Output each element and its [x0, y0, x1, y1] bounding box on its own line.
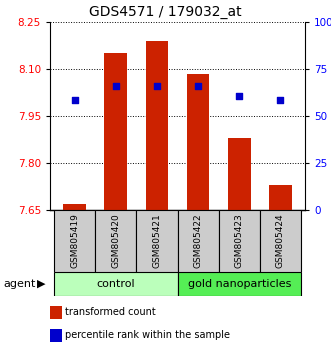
Bar: [95, 210, 136, 272]
Point: [154, 84, 160, 89]
Bar: [228, 138, 251, 210]
Text: GSM805424: GSM805424: [276, 214, 285, 268]
Point: [195, 84, 201, 89]
Text: ▶: ▶: [37, 279, 45, 289]
Point: [278, 97, 283, 103]
Text: GDS4571 / 179032_at: GDS4571 / 179032_at: [89, 5, 242, 19]
Text: GSM805419: GSM805419: [70, 213, 79, 268]
Text: GSM805421: GSM805421: [153, 213, 162, 268]
Text: percentile rank within the sample: percentile rank within the sample: [65, 330, 230, 341]
Bar: [54, 210, 95, 272]
Bar: [177, 210, 219, 272]
Bar: [136, 210, 177, 272]
Text: GSM805423: GSM805423: [235, 213, 244, 268]
Text: GSM805422: GSM805422: [194, 214, 203, 268]
Text: control: control: [97, 279, 135, 289]
Bar: [146, 41, 168, 210]
Text: GSM805420: GSM805420: [111, 213, 120, 268]
Bar: [54, 272, 177, 296]
Point: [237, 93, 242, 98]
Text: agent: agent: [3, 279, 36, 289]
Bar: [105, 53, 127, 210]
Bar: [177, 272, 301, 296]
Text: gold nanoparticles: gold nanoparticles: [187, 279, 291, 289]
Bar: [63, 204, 86, 210]
Bar: [219, 210, 260, 272]
Point: [72, 97, 77, 103]
Text: transformed count: transformed count: [65, 307, 156, 317]
Point: [113, 84, 118, 89]
Bar: [260, 210, 301, 272]
Bar: [269, 185, 292, 210]
Bar: [187, 74, 210, 210]
